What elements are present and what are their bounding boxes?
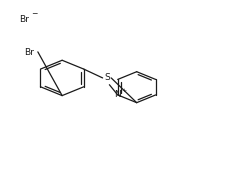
Text: −: − (31, 10, 37, 18)
Text: N: N (114, 90, 121, 99)
Text: Br: Br (24, 48, 33, 57)
Text: +: + (121, 88, 126, 93)
Text: Br: Br (19, 15, 29, 24)
Text: S: S (104, 73, 110, 82)
